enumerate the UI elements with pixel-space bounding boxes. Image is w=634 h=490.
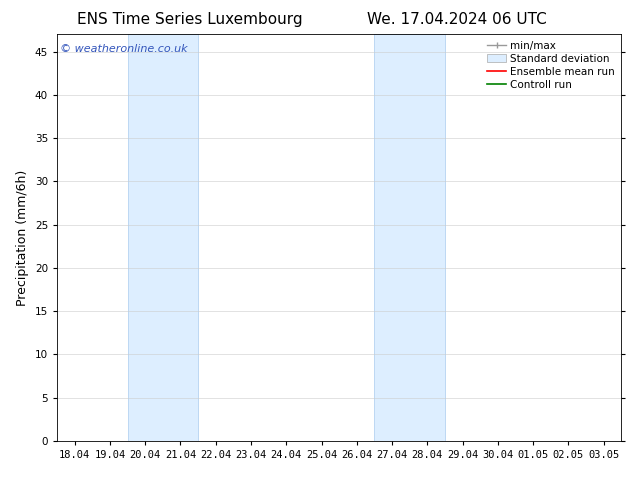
Text: We. 17.04.2024 06 UTC: We. 17.04.2024 06 UTC xyxy=(366,12,547,27)
Bar xyxy=(127,34,198,441)
Text: ENS Time Series Luxembourg: ENS Time Series Luxembourg xyxy=(77,12,303,27)
Legend: min/max, Standard deviation, Ensemble mean run, Controll run: min/max, Standard deviation, Ensemble me… xyxy=(483,36,619,94)
Bar xyxy=(375,34,445,441)
Text: © weatheronline.co.uk: © weatheronline.co.uk xyxy=(60,45,188,54)
Y-axis label: Precipitation (mm/6h): Precipitation (mm/6h) xyxy=(16,170,29,306)
